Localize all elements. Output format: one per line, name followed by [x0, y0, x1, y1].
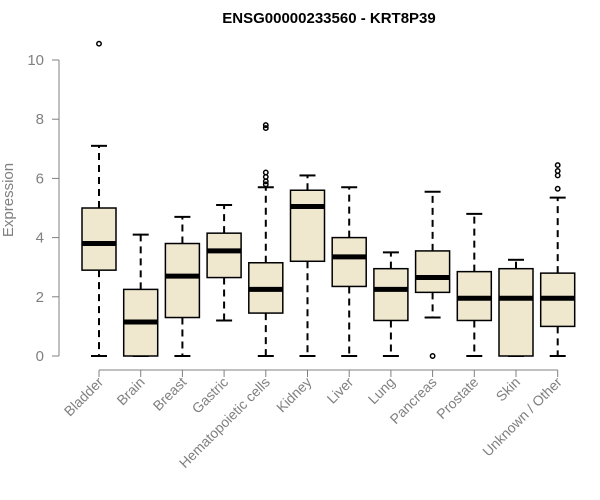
- outlier-point: [429, 353, 436, 359]
- y-tick-label: 6: [36, 170, 44, 187]
- box-breast: [164, 215, 201, 357]
- outlier-point: [96, 40, 102, 47]
- outlier-point: [554, 162, 561, 169]
- outlier-point: [554, 168, 561, 174]
- box-liver: [331, 186, 367, 357]
- box-hematopoietic-cells: [248, 122, 284, 357]
- box-brain: [122, 233, 159, 357]
- iqr-box: [498, 267, 534, 357]
- y-axis: 0 2 4 6 8 10: [27, 52, 60, 365]
- box-bladder: [81, 40, 117, 357]
- x-tick-label: Bladder: [61, 374, 107, 420]
- y-tick-label: 8: [36, 111, 44, 128]
- box-skin: [498, 258, 534, 357]
- y-tick-label: 2: [36, 289, 44, 306]
- x-tick-label: Prostate: [433, 374, 481, 422]
- iqr-box: [289, 189, 326, 263]
- x-tick-label: Liver: [324, 374, 357, 407]
- y-tick-label: 4: [36, 230, 44, 247]
- iqr-box: [206, 232, 242, 279]
- outlier-point: [262, 181, 269, 188]
- outlier-point: [262, 122, 269, 129]
- chart-title: ENSG00000233560 - KRT8P39: [222, 10, 435, 27]
- box-lung: [373, 251, 409, 357]
- outlier-point: [262, 169, 269, 176]
- x-tick-label: Brain: [113, 374, 147, 408]
- x-tick-label: Kidney: [273, 374, 315, 416]
- iqr-box: [414, 250, 451, 294]
- x-tick-label: Unknown / Other: [479, 374, 565, 460]
- iqr-box: [331, 236, 367, 288]
- plot-area: [81, 40, 576, 359]
- box-prostate: [456, 212, 493, 357]
- y-tick-label: 10: [27, 52, 44, 69]
- outlier-point: [554, 185, 561, 192]
- x-tick-label: Skin: [493, 374, 524, 405]
- iqr-box: [164, 242, 201, 319]
- box-unknown-other: [539, 162, 576, 357]
- box-kidney: [289, 174, 326, 357]
- box-gastric: [206, 204, 242, 322]
- x-tick-label: Lung: [365, 374, 398, 407]
- y-axis-label: Expression: [0, 163, 17, 237]
- y-tick-label: 0: [36, 348, 44, 365]
- iqr-box: [81, 207, 117, 271]
- box-pancreas: [414, 190, 451, 359]
- x-tick-label: Breast: [150, 374, 190, 414]
- iqr-box: [373, 267, 409, 322]
- outlier-point: [262, 125, 269, 132]
